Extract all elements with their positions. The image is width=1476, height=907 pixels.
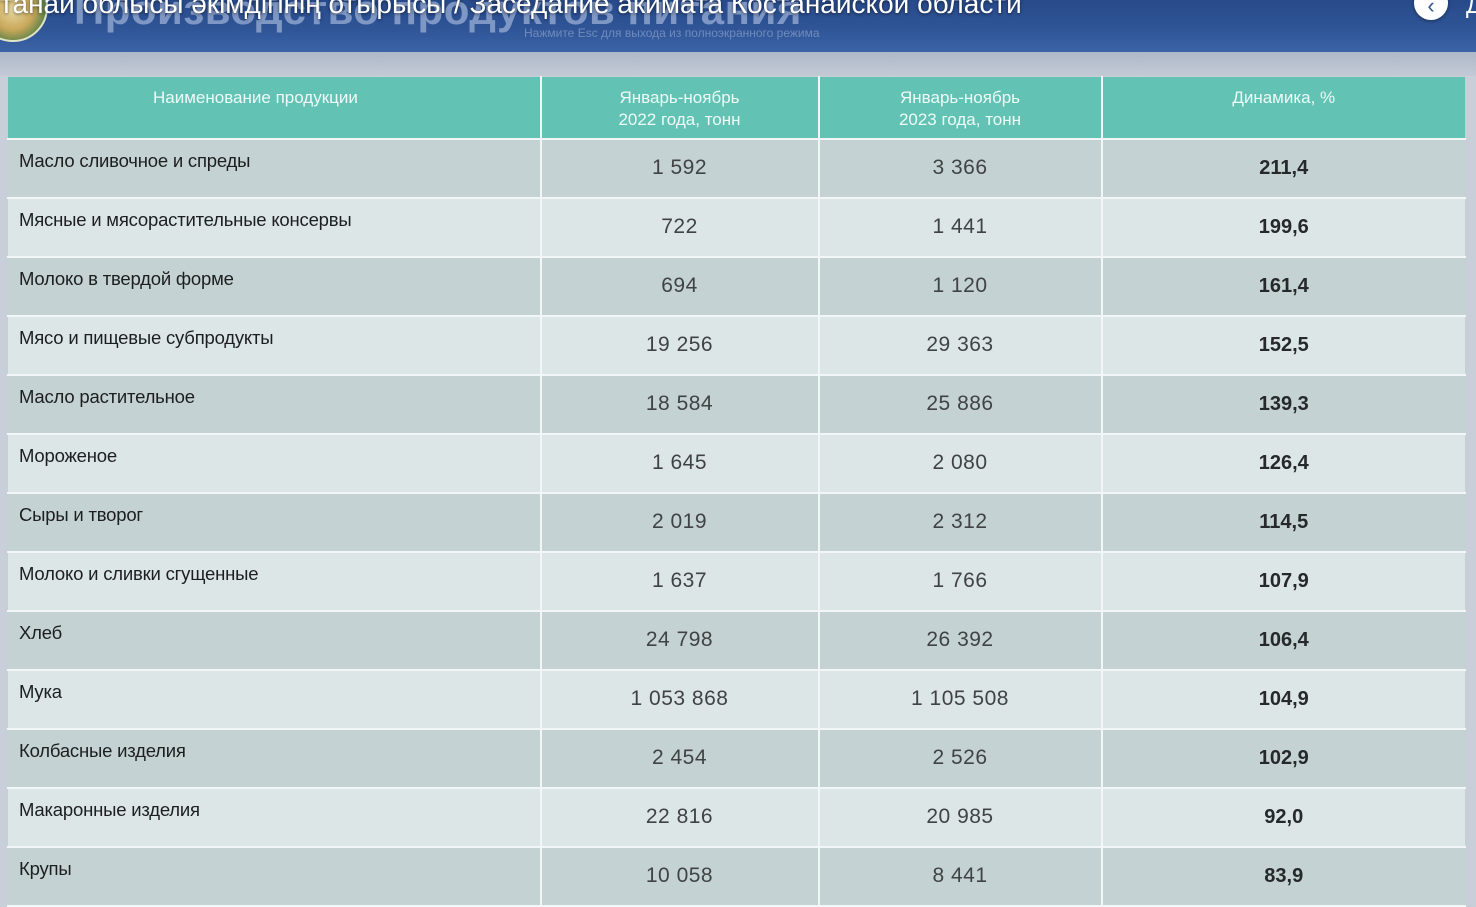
value-2022: 694	[540, 256, 820, 317]
table-header-row: Наименование продукции Январь-ноябрь 202…	[7, 76, 1466, 140]
dynamics-value: 106,4	[1101, 610, 1466, 671]
dynamics-value: 199,6	[1101, 197, 1466, 258]
slide-title: Производство продуктов питания	[74, 0, 802, 33]
value-2023: 1 441	[818, 197, 1103, 258]
header-product-name-label: Наименование продукции	[153, 88, 358, 107]
table-row: Масло сливочное и спреды 1 592 3 366 211…	[7, 138, 1466, 199]
value-2022: 1 637	[540, 551, 820, 612]
product-name: Мясо и пищевые субпродукты	[7, 315, 542, 376]
header-2022-line2: 2022 года, тонн	[618, 110, 741, 129]
value-2022: 722	[540, 197, 820, 258]
header-dynamics-label: Динамика, %	[1232, 88, 1336, 107]
table-row: Мука 1 053 868 1 105 508 104,9	[7, 669, 1466, 730]
fullscreen-exit-hint: Нажмите Esc для выхода из полноэкранного…	[524, 26, 820, 40]
table-row: Сыры и творог 2 019 2 312 114,5	[7, 492, 1466, 553]
product-name: Масло растительное	[7, 374, 542, 435]
table-row: Мясо и пищевые субпродукты 19 256 29 363…	[7, 315, 1466, 376]
value-2023: 20 985	[818, 787, 1103, 848]
product-name: Сыры и творог	[7, 492, 542, 553]
table-row: Молоко в твердой форме 694 1 120 161,4	[7, 256, 1466, 317]
dynamics-value: 83,9	[1101, 846, 1466, 907]
value-2022: 1 053 868	[540, 669, 820, 730]
back-button[interactable]: ‹	[1414, 0, 1448, 20]
dynamics-value: 161,4	[1101, 256, 1466, 317]
dynamics-value: 92,0	[1101, 787, 1466, 848]
cropped-overlay-text: Д	[1466, 0, 1476, 19]
dynamics-value: 211,4	[1101, 138, 1466, 199]
product-name: Крупы	[7, 846, 542, 907]
value-2023: 1 120	[818, 256, 1103, 317]
dynamics-value: 107,9	[1101, 551, 1466, 612]
value-2023: 25 886	[818, 374, 1103, 435]
value-2022: 2 454	[540, 728, 820, 789]
value-2022: 18 584	[540, 374, 820, 435]
product-name: Молоко в твердой форме	[7, 256, 542, 317]
header-2023-line2: 2023 года, тонн	[898, 110, 1022, 129]
table-row: Мясные и мясорастительные консервы 722 1…	[7, 197, 1466, 258]
value-2023: 2 080	[818, 433, 1103, 494]
video-header: Производство продуктов питания танай обл…	[0, 0, 1476, 52]
product-name: Мороженое	[7, 433, 542, 494]
table-row: Мороженое 1 645 2 080 126,4	[7, 433, 1466, 494]
product-name: Мука	[7, 669, 542, 730]
value-2022: 10 058	[540, 846, 820, 907]
header-2022-line1: Январь-ноябрь	[619, 88, 740, 107]
value-2023: 2 312	[818, 492, 1103, 553]
slide-top-strip	[0, 52, 1476, 76]
header-product-name: Наименование продукции	[7, 76, 542, 140]
product-name: Молоко и сливки сгущенные	[7, 551, 542, 612]
product-name: Масло сливочное и спреды	[7, 138, 542, 199]
value-2023: 2 526	[818, 728, 1103, 789]
table-row: Хлеб 24 798 26 392 106,4	[7, 610, 1466, 671]
dynamics-value: 114,5	[1101, 492, 1466, 553]
product-name: Макаронные изделия	[7, 787, 542, 848]
dynamics-value: 104,9	[1101, 669, 1466, 730]
value-2023: 1 105 508	[818, 669, 1103, 730]
dynamics-value: 139,3	[1101, 374, 1466, 435]
header-2023-line1: Январь-ноябрь	[899, 88, 1021, 107]
header-dynamics: Динамика, %	[1101, 76, 1466, 140]
value-2022: 22 816	[540, 787, 820, 848]
value-2023: 1 766	[818, 551, 1103, 612]
table-row: Макаронные изделия 22 816 20 985 92,0	[7, 787, 1466, 848]
chevron-left-icon: ‹	[1427, 0, 1435, 18]
value-2022: 2 019	[540, 492, 820, 553]
dynamics-value: 152,5	[1101, 315, 1466, 376]
table-row: Крупы 10 058 8 441 83,9	[7, 846, 1466, 907]
value-2023: 8 441	[818, 846, 1103, 907]
dynamics-value: 126,4	[1101, 433, 1466, 494]
value-2022: 19 256	[540, 315, 820, 376]
dynamics-value: 102,9	[1101, 728, 1466, 789]
value-2023: 29 363	[818, 315, 1103, 376]
table-row: Масло растительное 18 584 25 886 139,3	[7, 374, 1466, 435]
production-table: Наименование продукции Январь-ноябрь 202…	[7, 76, 1466, 907]
header-2022: Январь-ноябрь 2022 года, тонн	[540, 76, 820, 140]
value-2023: 26 392	[818, 610, 1103, 671]
video-title[interactable]: танай облысы әкімдігінің отырысы / Засед…	[0, 0, 1022, 19]
value-2022: 24 798	[540, 610, 820, 671]
value-2022: 1 645	[540, 433, 820, 494]
value-2023: 3 366	[818, 138, 1103, 199]
value-2022: 1 592	[540, 138, 820, 199]
table-row: Колбасные изделия 2 454 2 526 102,9	[7, 728, 1466, 789]
product-name: Колбасные изделия	[7, 728, 542, 789]
header-2023: Январь-ноябрь 2023 года, тонн	[818, 76, 1103, 140]
product-name: Мясные и мясорастительные консервы	[7, 197, 542, 258]
product-name: Хлеб	[7, 610, 542, 671]
table-row: Молоко и сливки сгущенные 1 637 1 766 10…	[7, 551, 1466, 612]
